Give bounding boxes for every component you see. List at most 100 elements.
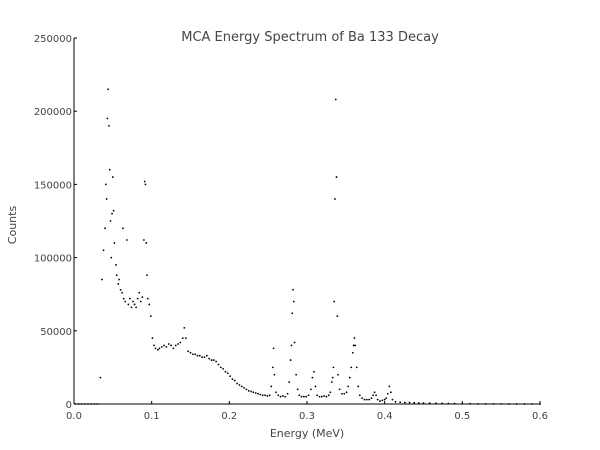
- data-point: [358, 394, 361, 397]
- data-point: [219, 366, 222, 369]
- data-point: [348, 376, 351, 379]
- data-point: [379, 400, 381, 402]
- data-point: [272, 347, 275, 350]
- data-point: [261, 394, 264, 397]
- data-point: [435, 402, 437, 405]
- data-point: [327, 394, 330, 397]
- data-point: [539, 403, 541, 405]
- data-point: [174, 344, 177, 347]
- data-point: [158, 347, 161, 350]
- data-point: [347, 385, 350, 388]
- data-point: [428, 402, 431, 405]
- x-tick-label: 0.2: [221, 411, 237, 422]
- data-point: [307, 394, 310, 397]
- data-point: [323, 395, 325, 397]
- data-point: [196, 354, 199, 357]
- data-point: [87, 403, 89, 405]
- data-point: [257, 392, 259, 395]
- data-point: [113, 242, 116, 244]
- data-point: [119, 288, 122, 291]
- data-point: [146, 297, 149, 300]
- data-point: [243, 387, 245, 389]
- data-point: [109, 220, 112, 222]
- data-point: [266, 395, 269, 397]
- data-point: [145, 242, 148, 244]
- data-point: [121, 291, 124, 294]
- data-point: [313, 370, 315, 373]
- data-point: [383, 398, 386, 401]
- data-point: [352, 344, 355, 347]
- data-point: [111, 176, 114, 178]
- data-point: [268, 394, 271, 397]
- x-axis-label: Energy (MeV): [270, 427, 344, 440]
- data-point: [143, 180, 146, 183]
- data-point: [365, 398, 368, 401]
- data-point: [531, 403, 534, 405]
- data-point: [309, 388, 312, 391]
- data-point: [229, 375, 232, 378]
- data-point: [170, 344, 172, 347]
- data-point: [515, 403, 518, 405]
- data-point: [240, 385, 243, 388]
- data-point: [96, 403, 99, 405]
- data-point: [476, 402, 479, 405]
- data-point: [338, 388, 341, 391]
- data-point: [337, 373, 339, 376]
- data-point: [191, 353, 194, 356]
- data-point: [99, 376, 102, 379]
- data-point: [469, 402, 471, 405]
- data-point: [385, 397, 388, 400]
- data-point: [132, 300, 134, 303]
- data-point: [296, 388, 299, 391]
- data-point: [198, 354, 201, 357]
- data-point: [292, 288, 294, 291]
- data-point: [273, 373, 276, 376]
- data-point: [335, 176, 338, 178]
- data-point: [408, 401, 411, 404]
- data-point: [300, 395, 303, 398]
- y-tick-label: 0: [66, 400, 72, 411]
- data-point: [345, 391, 348, 394]
- data-point: [331, 376, 334, 379]
- data-point: [293, 341, 296, 344]
- data-point: [90, 403, 92, 405]
- data-point: [112, 209, 115, 212]
- data-point: [332, 366, 335, 369]
- data-point: [361, 397, 364, 400]
- y-tick-label: 200000: [34, 107, 72, 118]
- data-point: [107, 88, 110, 91]
- data-point: [334, 98, 337, 101]
- data-point: [184, 337, 187, 340]
- data-point: [316, 394, 318, 397]
- data-point: [148, 303, 151, 306]
- data-point: [160, 346, 163, 348]
- data-point: [334, 198, 336, 200]
- data-point: [189, 351, 192, 354]
- data-point: [108, 168, 111, 171]
- data-point: [125, 239, 128, 241]
- data-point: [282, 395, 284, 397]
- data-point: [289, 359, 292, 361]
- data-point: [172, 347, 175, 350]
- data-point: [288, 381, 291, 383]
- data-point: [238, 384, 241, 386]
- data-point: [318, 395, 321, 398]
- data-point: [275, 391, 277, 394]
- data-point: [122, 227, 124, 230]
- data-point: [290, 344, 293, 347]
- x-tick-label: 0.0: [66, 411, 82, 422]
- data-point: [108, 124, 110, 127]
- x-tick-label: 0.3: [299, 411, 315, 422]
- data-point: [461, 402, 464, 405]
- data-point: [391, 398, 394, 401]
- data-point: [245, 388, 248, 391]
- data-point: [156, 348, 159, 351]
- data-point: [351, 351, 354, 354]
- data-point: [208, 357, 211, 360]
- y-tick-label: 150000: [34, 180, 72, 191]
- data-point: [183, 326, 186, 329]
- data-point: [286, 392, 289, 395]
- data-point: [330, 381, 333, 383]
- data-point: [394, 400, 397, 403]
- data-point: [523, 403, 526, 405]
